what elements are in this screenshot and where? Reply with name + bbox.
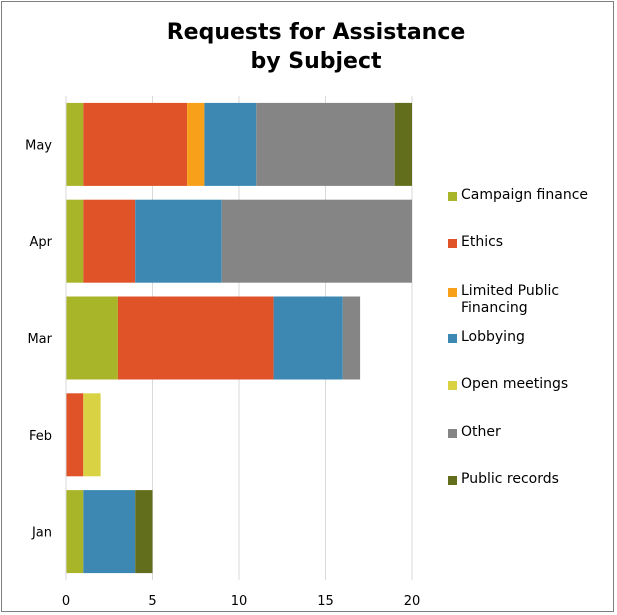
bar-may-campaign-finance bbox=[66, 102, 84, 186]
legend-label: Limited Public Financing bbox=[461, 283, 560, 316]
bar-may-limited-public-financing bbox=[187, 102, 205, 186]
legend-label: Open meetings bbox=[461, 376, 569, 392]
bar-may-ethics bbox=[83, 102, 188, 186]
legend-label: Campaign finance bbox=[461, 187, 589, 203]
legend-label: Lobbying bbox=[461, 329, 525, 345]
bar-mar-lobbying bbox=[273, 296, 343, 380]
bar-jan-lobbying bbox=[83, 490, 136, 574]
bar-may-lobbying bbox=[204, 102, 257, 186]
y-tick-label: Feb bbox=[29, 429, 52, 444]
legend-label: Ethics bbox=[461, 234, 504, 250]
y-tick-label: May bbox=[25, 138, 52, 153]
chart-title-line-2: by Subject bbox=[250, 49, 382, 74]
legend-swatch bbox=[448, 192, 457, 201]
bar-feb-ethics bbox=[66, 393, 84, 477]
x-tick-label: 10 bbox=[231, 594, 248, 609]
legend-swatch bbox=[448, 476, 457, 485]
bar-feb-open-meetings bbox=[83, 393, 101, 477]
legend-swatch bbox=[448, 288, 457, 297]
bar-apr-campaign-finance bbox=[66, 199, 84, 283]
bar-apr-other bbox=[221, 199, 412, 283]
bar-jan-public-records bbox=[135, 490, 153, 574]
legend-swatch bbox=[448, 334, 457, 343]
bar-mar-campaign-finance bbox=[66, 296, 118, 380]
legend-swatch bbox=[448, 381, 457, 390]
legend-label: Public records bbox=[461, 471, 559, 487]
chart-title: Requests for Assistance by Subject bbox=[0, 18, 617, 76]
chart-title-line-1: Requests for Assistance bbox=[166, 20, 466, 45]
legend-swatch bbox=[448, 429, 457, 438]
y-tick-label: Jan bbox=[31, 526, 52, 541]
bar-mar-ethics bbox=[117, 296, 274, 380]
y-tick-label: Apr bbox=[30, 235, 53, 250]
x-tick-label: 15 bbox=[317, 594, 334, 609]
bar-jan-campaign-finance bbox=[66, 490, 84, 574]
legend-label: Other bbox=[461, 424, 501, 440]
x-tick-label: 5 bbox=[148, 594, 156, 609]
legend-swatch bbox=[448, 239, 457, 248]
y-tick-label: Mar bbox=[27, 332, 52, 347]
x-tick-label: 0 bbox=[62, 594, 70, 609]
bar-may-other bbox=[256, 102, 395, 186]
bar-may-public-records bbox=[394, 102, 412, 186]
bar-apr-ethics bbox=[83, 199, 136, 283]
bar-apr-lobbying bbox=[135, 199, 222, 283]
x-tick-label: 20 bbox=[404, 594, 421, 609]
bar-mar-other bbox=[342, 296, 361, 380]
